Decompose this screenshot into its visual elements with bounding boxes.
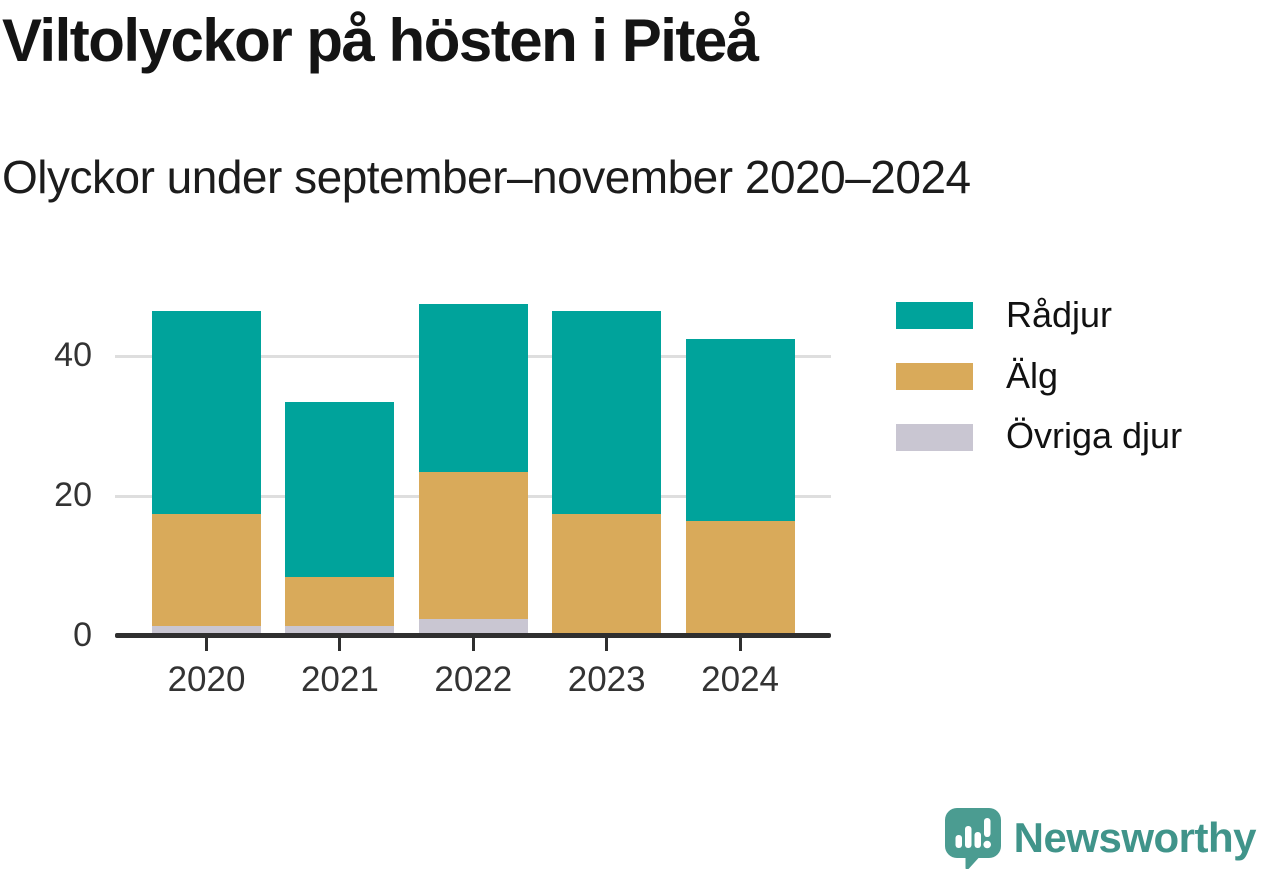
bar-segment-2020-rådjur <box>152 311 261 514</box>
legend-item-älg: Älg <box>896 355 1256 396</box>
newsworthy-logo-text: Newsworthy <box>1013 814 1257 861</box>
legend-label: Övriga djur <box>1006 415 1183 457</box>
bar-segment-2023-rådjur <box>552 311 662 514</box>
bar-segment-2020-älg <box>152 514 261 626</box>
x-axis-tick-2024 <box>738 638 742 651</box>
bar-segment-2022-rådjur <box>418 304 528 472</box>
bar-segment-2024-rådjur <box>685 339 795 521</box>
x-axis-tick-2021 <box>338 638 342 651</box>
x-axis-label-2022: 2022 <box>434 660 513 699</box>
legend-label: Rådjur <box>1006 293 1113 335</box>
newsworthy-logo-icon <box>944 808 1001 869</box>
x-axis-label-2023: 2023 <box>567 660 646 699</box>
x-axis-tick-2020 <box>205 638 208 651</box>
legend-swatch-rådjur <box>896 302 973 329</box>
x-axis-label-2021: 2021 <box>300 660 379 699</box>
x-axis-tick-2023 <box>605 638 609 651</box>
bar-segment-2021-övriga-djur <box>285 626 395 633</box>
x-axis-label-2020: 2020 <box>167 660 246 699</box>
bar-segment-2023-älg <box>552 514 662 633</box>
y-axis-label-0: 0 <box>73 616 92 654</box>
chart-subtitle: Olyckor under september–november 2020–20… <box>2 151 971 203</box>
bar-segment-2022-älg <box>418 472 528 619</box>
bar-segment-2024-älg <box>685 521 795 633</box>
y-axis-label-20: 20 <box>54 476 92 514</box>
x-axis-label-2024: 2024 <box>701 660 780 699</box>
bar-segment-2020-övriga-djur <box>152 626 261 633</box>
x-axis-tick-2022 <box>471 638 475 651</box>
legend-item-rådjur: Rådjur <box>896 294 1256 335</box>
legend-label: Älg <box>1006 354 1059 396</box>
legend-swatch-älg <box>896 363 973 390</box>
x-axis-line <box>115 633 831 638</box>
bar-segment-2021-rådjur <box>285 402 395 577</box>
legend-item-övriga-djur: Övriga djur <box>896 415 1256 456</box>
legend-swatch-övriga-djur <box>896 423 973 451</box>
y-axis-label-40: 40 <box>54 336 92 374</box>
chart-title: Viltolyckor på hösten i Piteå <box>2 7 759 74</box>
bar-segment-2022-övriga-djur <box>418 619 528 633</box>
newsworthy-branding: Newsworthy <box>944 807 1257 869</box>
bar-segment-2021-älg <box>285 577 395 626</box>
